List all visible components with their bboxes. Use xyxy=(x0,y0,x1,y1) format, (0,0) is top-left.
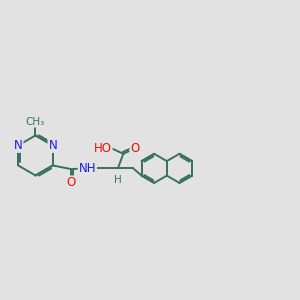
Text: HO: HO xyxy=(94,142,112,155)
Text: O: O xyxy=(66,176,76,189)
Text: CH₃: CH₃ xyxy=(26,117,45,127)
Text: NH: NH xyxy=(79,162,96,175)
Text: O: O xyxy=(130,142,140,155)
Text: N: N xyxy=(48,139,57,152)
Text: N: N xyxy=(14,139,22,152)
Text: H: H xyxy=(114,175,122,185)
